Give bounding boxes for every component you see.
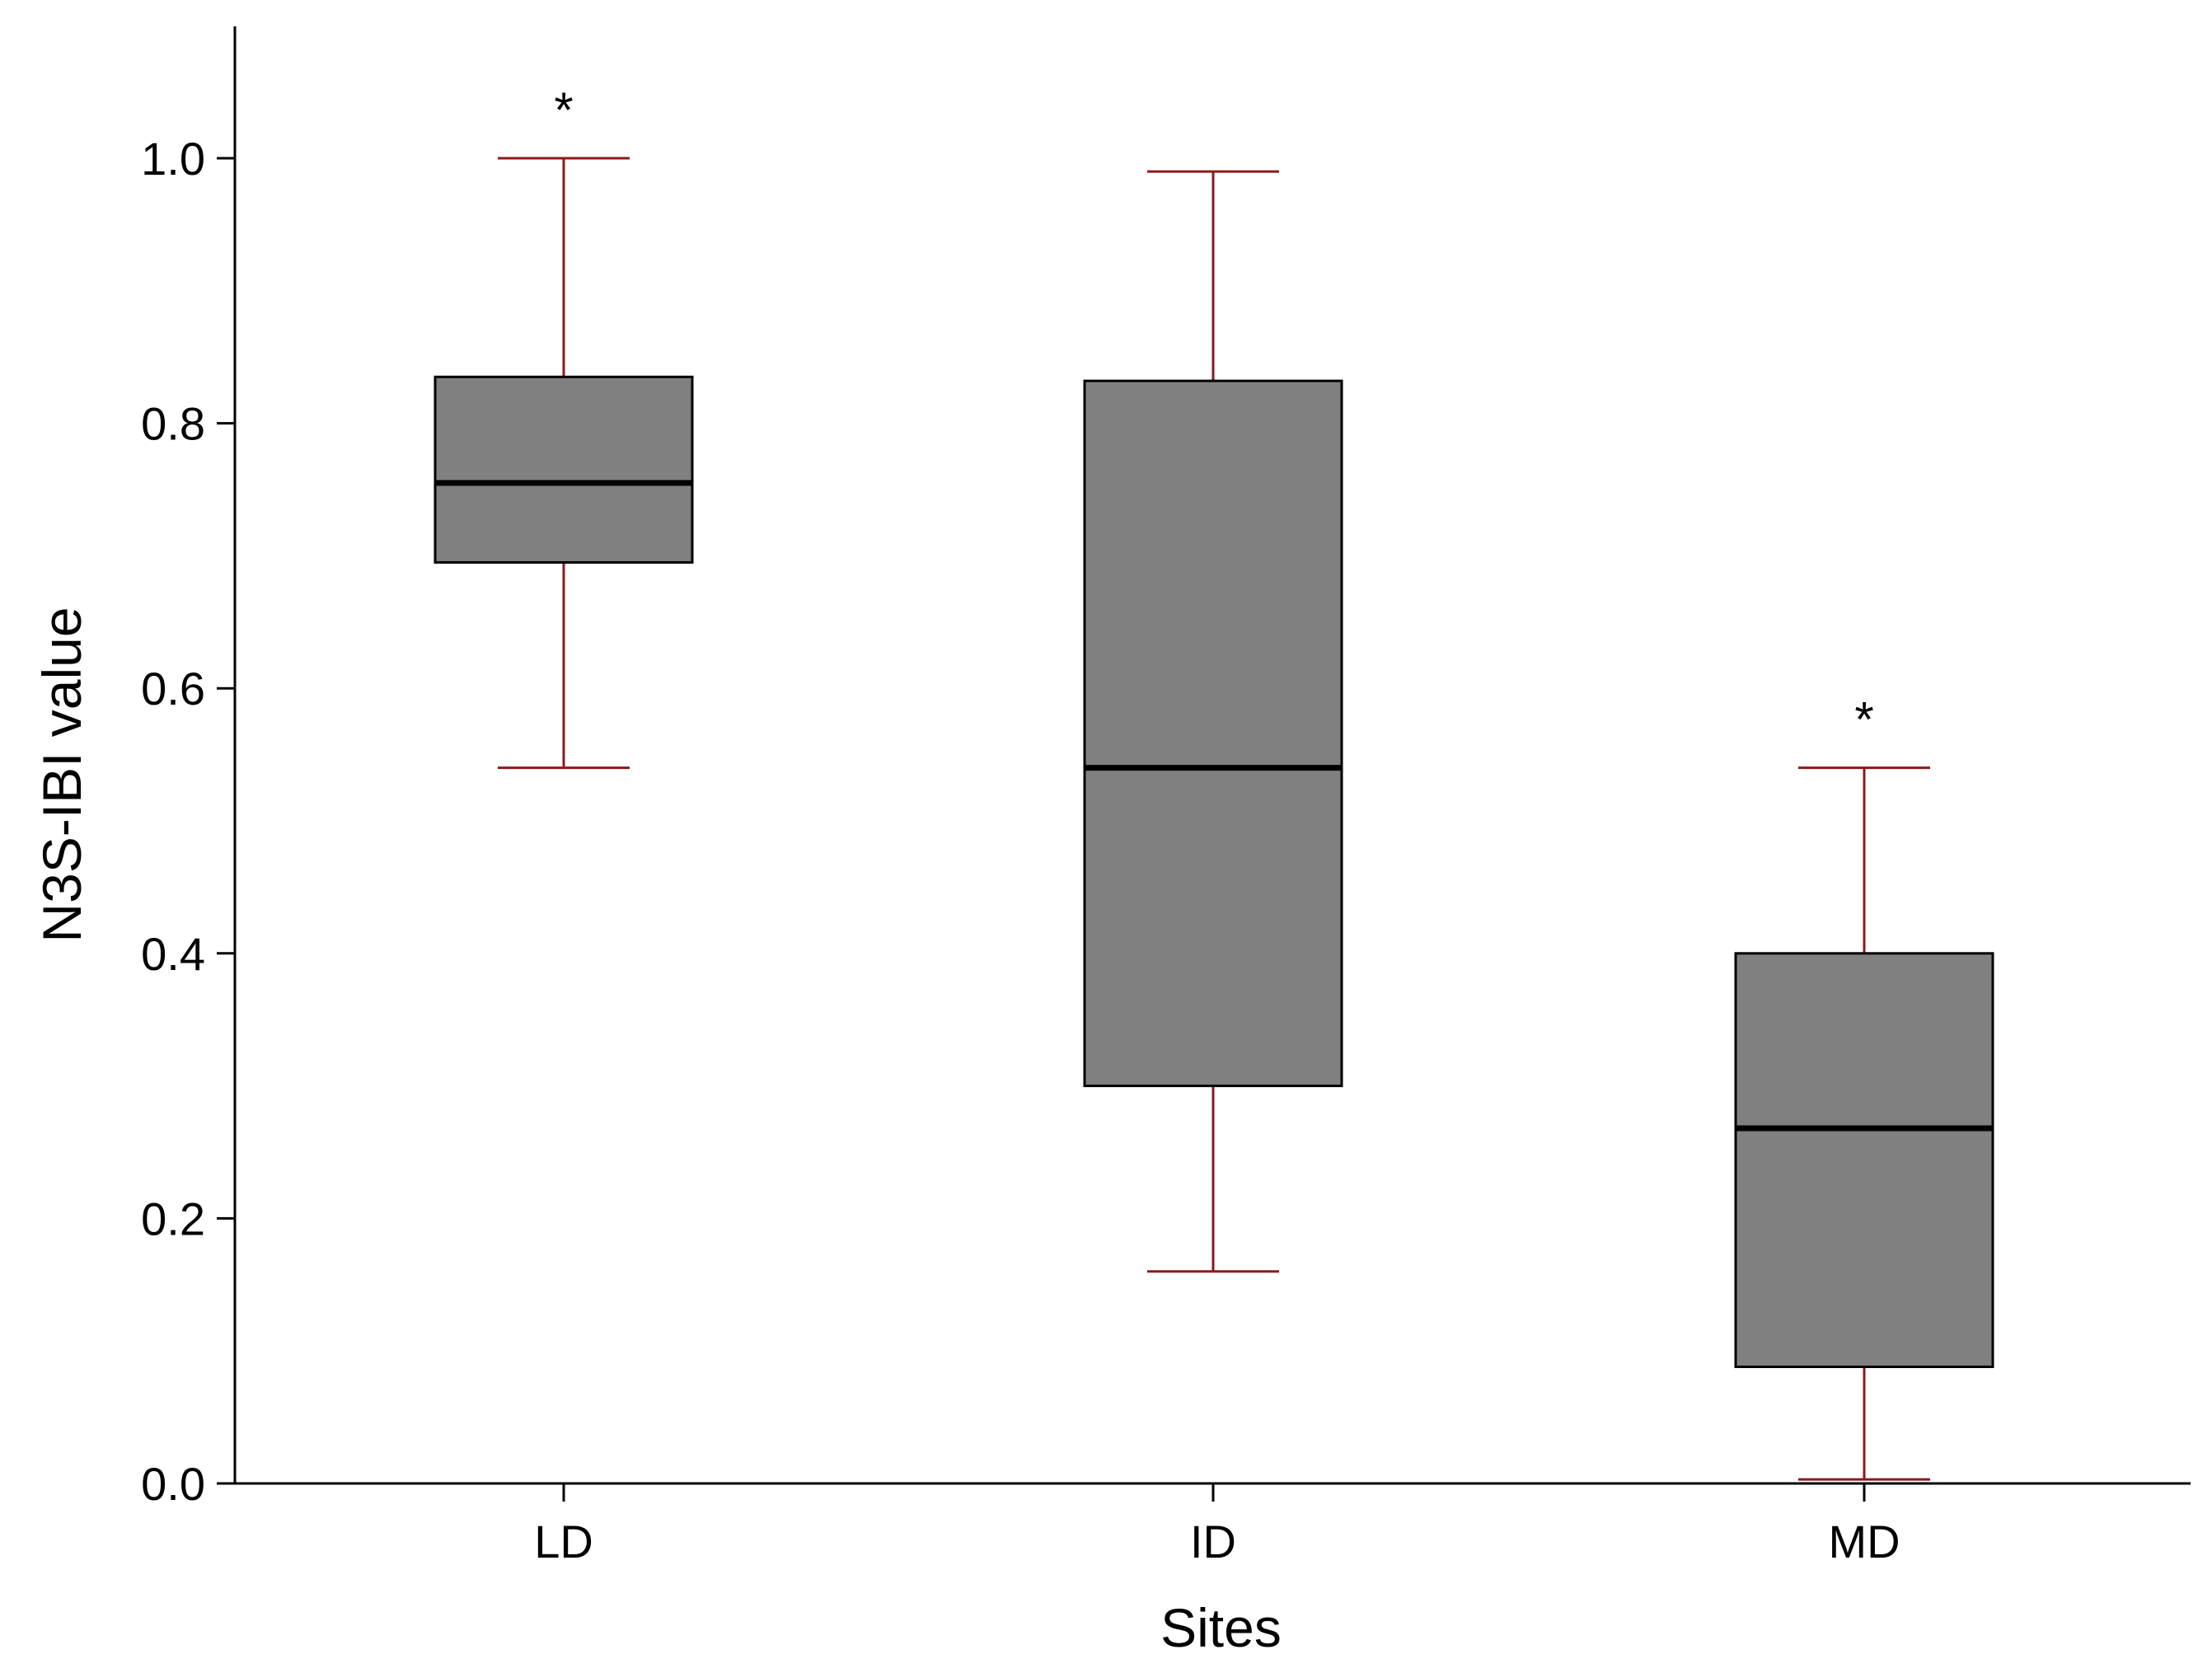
x-tick-label: ID xyxy=(1190,1516,1236,1568)
y-tick-label: 0.2 xyxy=(141,1193,205,1244)
y-axis: 0.0 0.2 0.4 0.6 0.8 1.0 xyxy=(141,26,237,1510)
iqr-box xyxy=(1734,952,1994,1368)
plot-area: ** xyxy=(433,82,1994,1481)
box-id xyxy=(1083,170,1343,1273)
box-md: * xyxy=(1734,692,1994,1481)
y-tick-label: 0.8 xyxy=(141,398,205,450)
y-tick-label: 0.6 xyxy=(141,663,205,715)
x-tick-label: LD xyxy=(534,1516,593,1568)
x-axis: LD ID MD xyxy=(235,1482,2191,1568)
box-ld: * xyxy=(433,82,694,770)
iqr-box xyxy=(1083,379,1343,1088)
significance-marker: * xyxy=(554,82,573,138)
y-tick-label: 1.0 xyxy=(141,133,205,185)
x-axis-title: Sites xyxy=(1160,1597,1282,1658)
significance-marker: * xyxy=(1854,692,1873,747)
y-tick-label: 0.4 xyxy=(141,928,205,980)
y-axis-title: N3S-IBI value xyxy=(31,607,92,942)
iqr-box xyxy=(433,375,694,564)
x-tick-label: MD xyxy=(1828,1516,1900,1568)
y-tick-label: 0.0 xyxy=(141,1458,205,1510)
